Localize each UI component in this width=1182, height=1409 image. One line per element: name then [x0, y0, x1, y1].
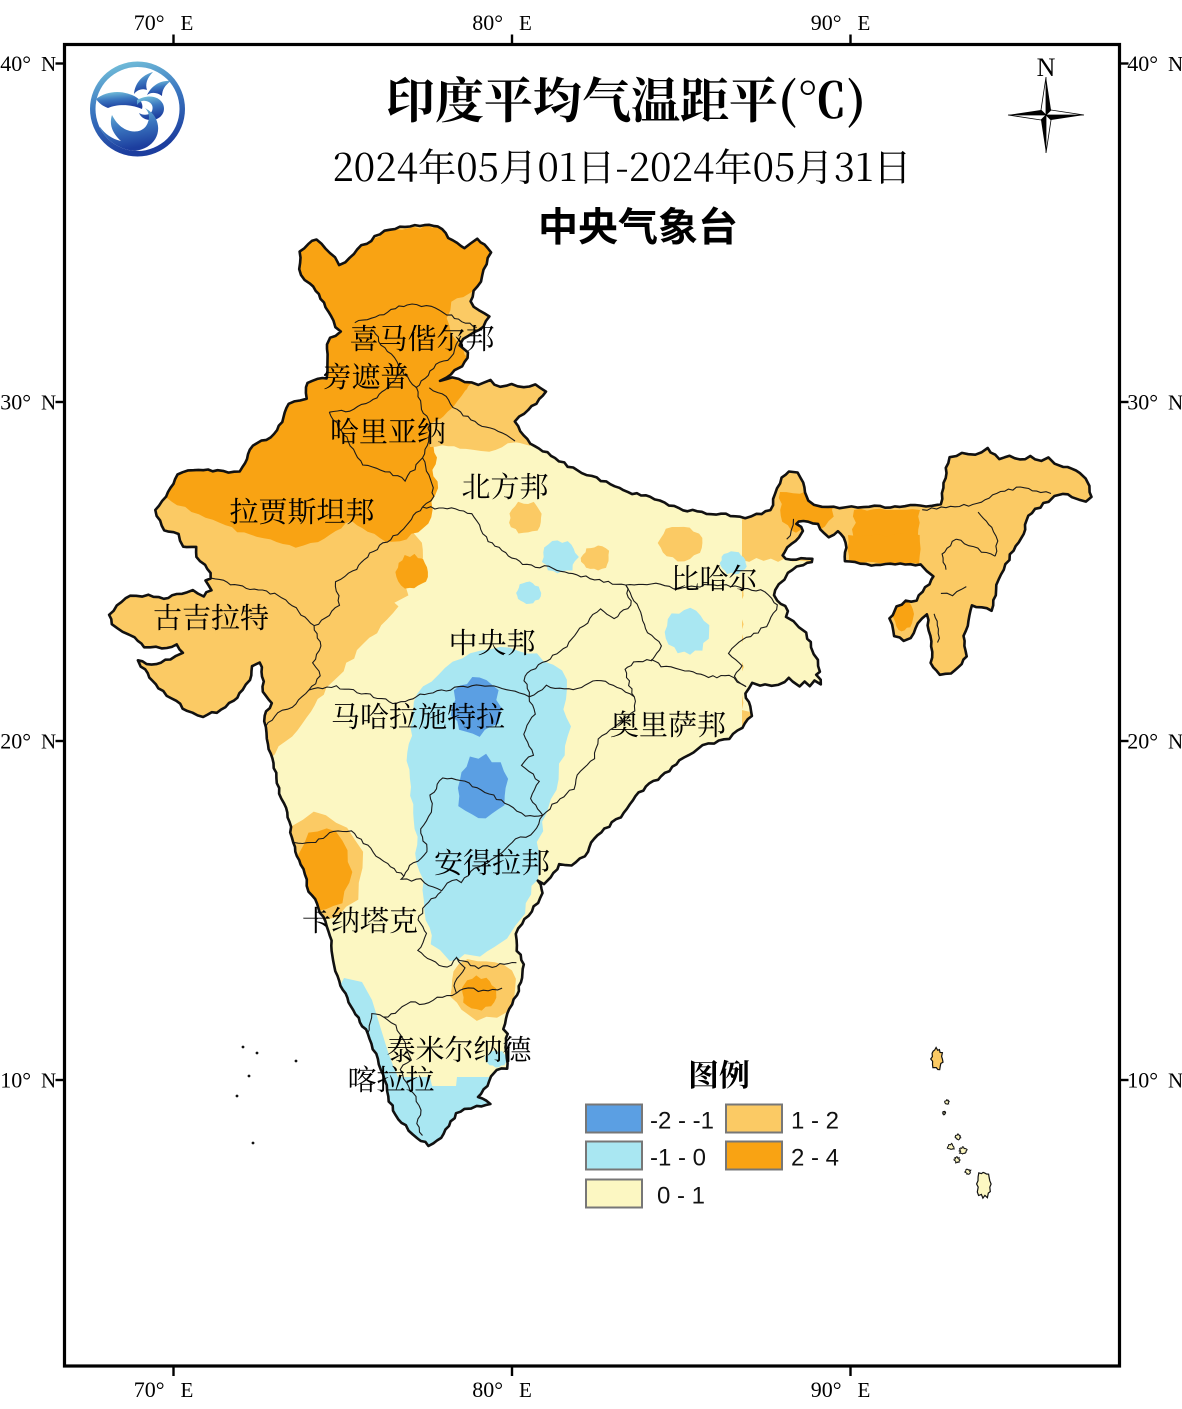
svg-text:70°: 70° [134, 10, 165, 35]
svg-text:10°: 10° [1127, 1068, 1158, 1093]
svg-text:E: E [181, 1378, 194, 1402]
svg-text:30°: 30° [0, 390, 31, 415]
svg-text:80°: 80° [472, 10, 503, 35]
svg-text:2 - 4: 2 - 4 [791, 1145, 839, 1172]
svg-text:40°: 40° [1127, 51, 1158, 76]
svg-text:30°: 30° [1127, 390, 1158, 415]
svg-text:N: N [1168, 730, 1182, 754]
svg-text:N: N [1037, 53, 1056, 82]
svg-text:70°: 70° [134, 1377, 165, 1402]
svg-text:N: N [41, 52, 56, 76]
svg-text:E: E [858, 1378, 871, 1402]
svg-text:E: E [519, 1378, 532, 1402]
svg-text:E: E [519, 11, 532, 35]
svg-text:-2 - -1: -2 - -1 [650, 1108, 714, 1135]
svg-text:90°: 90° [811, 1377, 842, 1402]
svg-text:20°: 20° [1127, 729, 1158, 754]
svg-text:0 - 1: 0 - 1 [657, 1183, 705, 1210]
svg-text:1 - 2: 1 - 2 [791, 1108, 839, 1135]
svg-text:N: N [1168, 391, 1182, 415]
svg-text:80°: 80° [472, 1377, 503, 1402]
svg-text:N: N [1168, 52, 1182, 76]
svg-text:20°: 20° [0, 729, 31, 754]
svg-text:E: E [181, 11, 194, 35]
svg-text:N: N [41, 1069, 56, 1093]
svg-text:-1 - 0: -1 - 0 [650, 1145, 706, 1172]
svg-text:N: N [41, 730, 56, 754]
svg-text:10°: 10° [0, 1068, 31, 1093]
svg-text:N: N [1168, 1069, 1182, 1093]
svg-text:E: E [858, 11, 871, 35]
svg-text:N: N [41, 391, 56, 415]
svg-text:90°: 90° [811, 10, 842, 35]
svg-text:40°: 40° [0, 51, 31, 76]
